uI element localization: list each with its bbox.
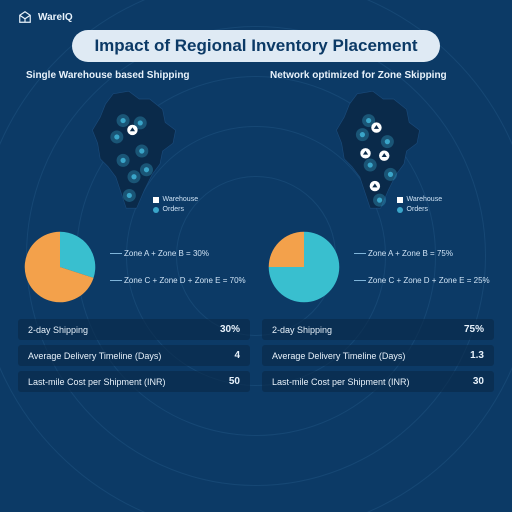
stat-row: Last-mile Cost per Shipment (INR) 30 <box>262 371 494 392</box>
right-pie-row: Zone A + Zone B = 75% Zone C + Zone D + … <box>262 225 494 309</box>
left-legend: Warehouse Orders <box>153 195 199 215</box>
stat-value: 30 <box>473 376 484 387</box>
legend-warehouse-label: Warehouse <box>407 195 443 205</box>
stat-label: Last-mile Cost per Shipment (INR) <box>28 377 166 387</box>
brand-logo-icon <box>18 10 32 24</box>
right-stats: 2-day Shipping 75% Average Delivery Timeli… <box>262 319 494 392</box>
legend-warehouse-label: Warehouse <box>163 195 199 205</box>
warehouse-icon <box>397 197 403 203</box>
legend-orders-label: Orders <box>407 205 428 215</box>
stat-value: 50 <box>229 376 240 387</box>
infographic-page: WareIQ Impact of Regional Inventory Plac… <box>0 0 512 512</box>
warehouse-icon <box>153 197 159 203</box>
left-heading: Single Warehouse based Shipping <box>18 70 190 81</box>
stat-label: 2-day Shipping <box>272 325 332 335</box>
columns: Single Warehouse based Shipping Warehous… <box>18 70 494 392</box>
right-heading: Network optimized for Zone Skipping <box>262 70 447 81</box>
stat-label: 2-day Shipping <box>28 325 88 335</box>
stat-row: Average Delivery Timeline (Days) 1.3 <box>262 345 494 366</box>
stat-label: Last-mile Cost per Shipment (INR) <box>272 377 410 387</box>
right-map: Warehouse Orders <box>262 85 494 217</box>
left-column: Single Warehouse based Shipping Warehous… <box>18 70 250 392</box>
left-stats: 2-day Shipping 30% Average Delivery Timeli… <box>18 319 250 392</box>
page-title: Impact of Regional Inventory Placement <box>72 30 439 62</box>
right-slice1-label: Zone A + Zone B = 75% <box>368 249 453 258</box>
stat-value: 75% <box>464 324 484 335</box>
stat-label: Average Delivery Timeline (Days) <box>28 351 161 361</box>
order-icon <box>397 207 403 213</box>
right-column: Network optimized for Zone Skipping Ware… <box>262 70 494 392</box>
left-pie-labels: Zone A + Zone B = 30% Zone C + Zone D + … <box>110 249 246 285</box>
stat-value: 4 <box>234 350 240 361</box>
right-slice2-label: Zone C + Zone D + Zone E = 25% <box>368 276 490 285</box>
stat-row: 2-day Shipping 30% <box>18 319 250 340</box>
legend-orders-label: Orders <box>163 205 184 215</box>
header: WareIQ <box>18 10 494 24</box>
brand-name: WareIQ <box>38 12 73 23</box>
left-slice1-label: Zone A + Zone B = 30% <box>124 249 209 258</box>
right-pie-chart <box>262 225 346 309</box>
stat-row: Average Delivery Timeline (Days) 4 <box>18 345 250 366</box>
left-slice2-label: Zone C + Zone D + Zone E = 70% <box>124 276 246 285</box>
left-pie-chart <box>18 225 102 309</box>
stat-row: Last-mile Cost per Shipment (INR) 50 <box>18 371 250 392</box>
left-map: Warehouse Orders <box>18 85 250 217</box>
stat-label: Average Delivery Timeline (Days) <box>272 351 405 361</box>
stat-value: 30% <box>220 324 240 335</box>
left-pie-row: Zone A + Zone B = 30% Zone C + Zone D + … <box>18 225 250 309</box>
stat-value: 1.3 <box>470 350 484 361</box>
right-pie-labels: Zone A + Zone B = 75% Zone C + Zone D + … <box>354 249 490 285</box>
right-legend: Warehouse Orders <box>397 195 443 215</box>
order-icon <box>153 207 159 213</box>
stat-row: 2-day Shipping 75% <box>262 319 494 340</box>
